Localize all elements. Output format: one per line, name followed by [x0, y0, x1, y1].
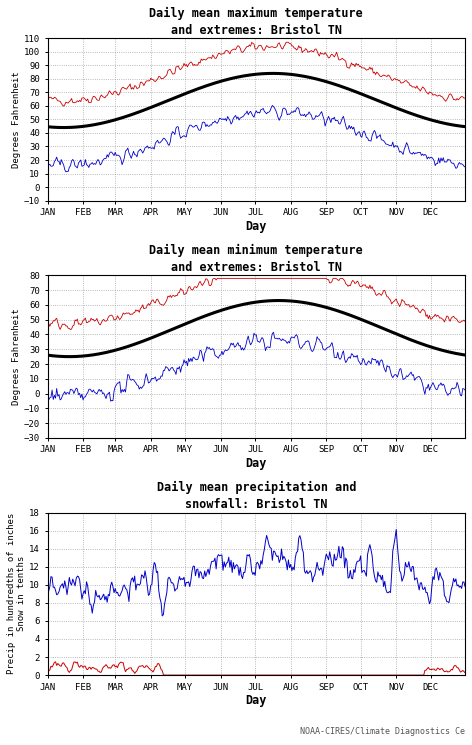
- Text: NOAA-CIRES/Climate Diagnostics Ce: NOAA-CIRES/Climate Diagnostics Ce: [300, 727, 465, 736]
- Y-axis label: Precip in hundredths of inches
Snow in tenths: Precip in hundredths of inches Snow in t…: [7, 513, 26, 674]
- Y-axis label: Degrees Fahrenheit: Degrees Fahrenheit: [12, 71, 21, 168]
- X-axis label: Day: Day: [245, 220, 267, 233]
- Y-axis label: Degrees Fahrenheit: Degrees Fahrenheit: [12, 308, 21, 405]
- X-axis label: Day: Day: [245, 694, 267, 708]
- Title: Daily mean precipitation and
snowfall: Bristol TN: Daily mean precipitation and snowfall: B…: [157, 481, 356, 512]
- Title: Daily mean minimum temperature
and extremes: Bristol TN: Daily mean minimum temperature and extre…: [150, 244, 363, 274]
- X-axis label: Day: Day: [245, 457, 267, 470]
- Title: Daily mean maximum temperature
and extremes: Bristol TN: Daily mean maximum temperature and extre…: [150, 7, 363, 37]
